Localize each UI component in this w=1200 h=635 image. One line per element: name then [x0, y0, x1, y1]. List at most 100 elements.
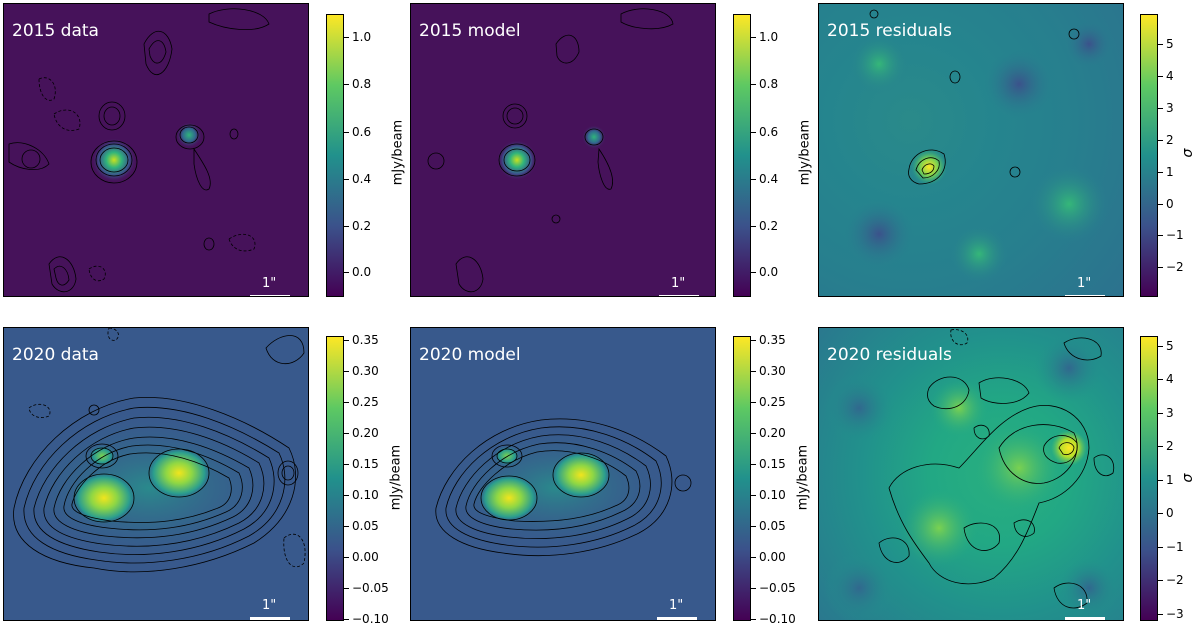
panel-2015-data: 2015 data 1": [3, 3, 309, 297]
colorbar-tick-label: −2: [1166, 573, 1184, 587]
contour: [480, 475, 538, 521]
contour: [53, 265, 70, 286]
contour: [949, 70, 961, 84]
contour: [73, 473, 135, 523]
contour: [1068, 28, 1080, 40]
colorbar-2020-model: [733, 336, 751, 621]
colorbar-tick-label: 0.6: [352, 125, 372, 139]
contour: [53, 436, 254, 539]
colorbar-2020-data: [326, 336, 344, 621]
diffuse-emission: [9, 408, 289, 568]
noise-blob: [1064, 19, 1114, 69]
colorbar-tick: [344, 588, 349, 589]
scale-bar-label: 1": [262, 276, 277, 291]
colorbar-tick-label: 0.10: [352, 488, 379, 502]
noise-blob: [824, 553, 894, 620]
contour: [33, 416, 275, 555]
colorbar-tick: [1158, 346, 1163, 347]
colorbar-tick: [1158, 204, 1163, 205]
contour: [427, 152, 445, 170]
colorbar-tick: [1158, 446, 1163, 447]
source-main: [497, 140, 537, 180]
colorbar-tick-label: 0: [1166, 506, 1174, 520]
heatmap-2015-model: [427, 8, 674, 293]
colorbar-tick-label: 0.00: [759, 550, 786, 564]
scale-bar: [659, 295, 699, 296]
colorbar-tick-label: 0.8: [759, 77, 779, 91]
colorbar-tick-label: −2: [1166, 260, 1184, 274]
colorbar-tick-label: 0.35: [352, 333, 379, 347]
colorbar-tick-label: 0.05: [759, 519, 786, 533]
panel-2020-residuals: 2020 residuals 1": [818, 327, 1124, 621]
colorbar-tick: [1158, 235, 1163, 236]
negative-contour: [228, 233, 256, 252]
contour: [277, 460, 299, 486]
colorbar-tick-label: 0.15: [352, 457, 379, 471]
negative-contour: [950, 329, 969, 346]
colorbar-tick-label: 5: [1166, 339, 1174, 353]
scale-bar-label: 1": [1077, 598, 1092, 613]
colorbar-tick-label: 0.8: [352, 77, 372, 91]
contour: [584, 128, 604, 146]
colorbar-tick: [344, 132, 349, 133]
scale-bar-label: 1": [669, 598, 684, 613]
colorbar-tick-label: −1: [1166, 228, 1184, 242]
noise-blob: [929, 378, 989, 438]
noise-blob: [1034, 333, 1104, 403]
contour: [8, 142, 50, 171]
noise-blob: [844, 199, 914, 269]
panel-title: 2020 data: [12, 345, 99, 365]
noise-blob: [1029, 164, 1109, 244]
colorbar-tick: [1158, 140, 1163, 141]
colorbar-tick-label: 0.15: [759, 457, 786, 471]
contour: [1009, 166, 1021, 178]
contour: [496, 448, 518, 464]
contour: [1058, 442, 1075, 455]
contour: [98, 101, 126, 131]
contour: [620, 8, 674, 30]
contour: [921, 163, 935, 175]
colorbar-tick-label: −3: [1166, 607, 1184, 621]
contour: [502, 103, 528, 129]
noise-blob: [984, 49, 1054, 119]
contour: [175, 124, 205, 150]
colorbar-tick-label: 0.0: [352, 265, 372, 279]
scale-bar: [1065, 617, 1105, 620]
panel-2020-data: 2020 data 1": [3, 327, 309, 621]
colorbar-tick: [751, 37, 756, 38]
contour: [978, 377, 1030, 404]
colorbar-tick-label: 0.10: [759, 488, 786, 502]
scale-bar: [250, 295, 290, 296]
contour: [1043, 435, 1078, 464]
colorbar-tick-label: 0.6: [759, 125, 779, 139]
colorbar-tick: [1158, 379, 1163, 380]
contour: [95, 143, 133, 177]
contour: [23, 406, 286, 564]
colorbar-tick-label: 0.20: [759, 426, 786, 440]
panel-2015-model: 2015 model 1": [410, 3, 716, 297]
panel-2015-residuals: 2015 residuals 1": [818, 3, 1124, 297]
colorbar-tick-label: 1.0: [352, 30, 372, 44]
colorbar-tick: [344, 402, 349, 403]
contour: [915, 157, 940, 179]
colorbar-tick: [751, 272, 756, 273]
contour: [43, 426, 265, 547]
panel-2020-model: 2020 model 1": [410, 327, 716, 621]
colorbar-tick-label: 0.30: [352, 364, 379, 378]
colorbar-tick-label: −0.10: [352, 612, 389, 626]
scale-bar: [657, 617, 697, 620]
contour: [908, 149, 946, 185]
scale-bar: [1065, 295, 1105, 296]
source-east: [147, 447, 211, 499]
colorbar-tick-label: 2: [1166, 133, 1174, 147]
colorbar-tick: [751, 179, 756, 180]
contour: [491, 444, 523, 468]
contour: [1063, 337, 1102, 361]
contour: [435, 418, 673, 557]
panel-title: 2015 residuals: [827, 21, 952, 41]
colorbar-tick-label: 0: [1166, 197, 1174, 211]
colorbar-tick: [344, 557, 349, 558]
noise-blob: [899, 488, 979, 568]
contour: [21, 149, 41, 169]
colorbar-tick: [751, 526, 756, 527]
